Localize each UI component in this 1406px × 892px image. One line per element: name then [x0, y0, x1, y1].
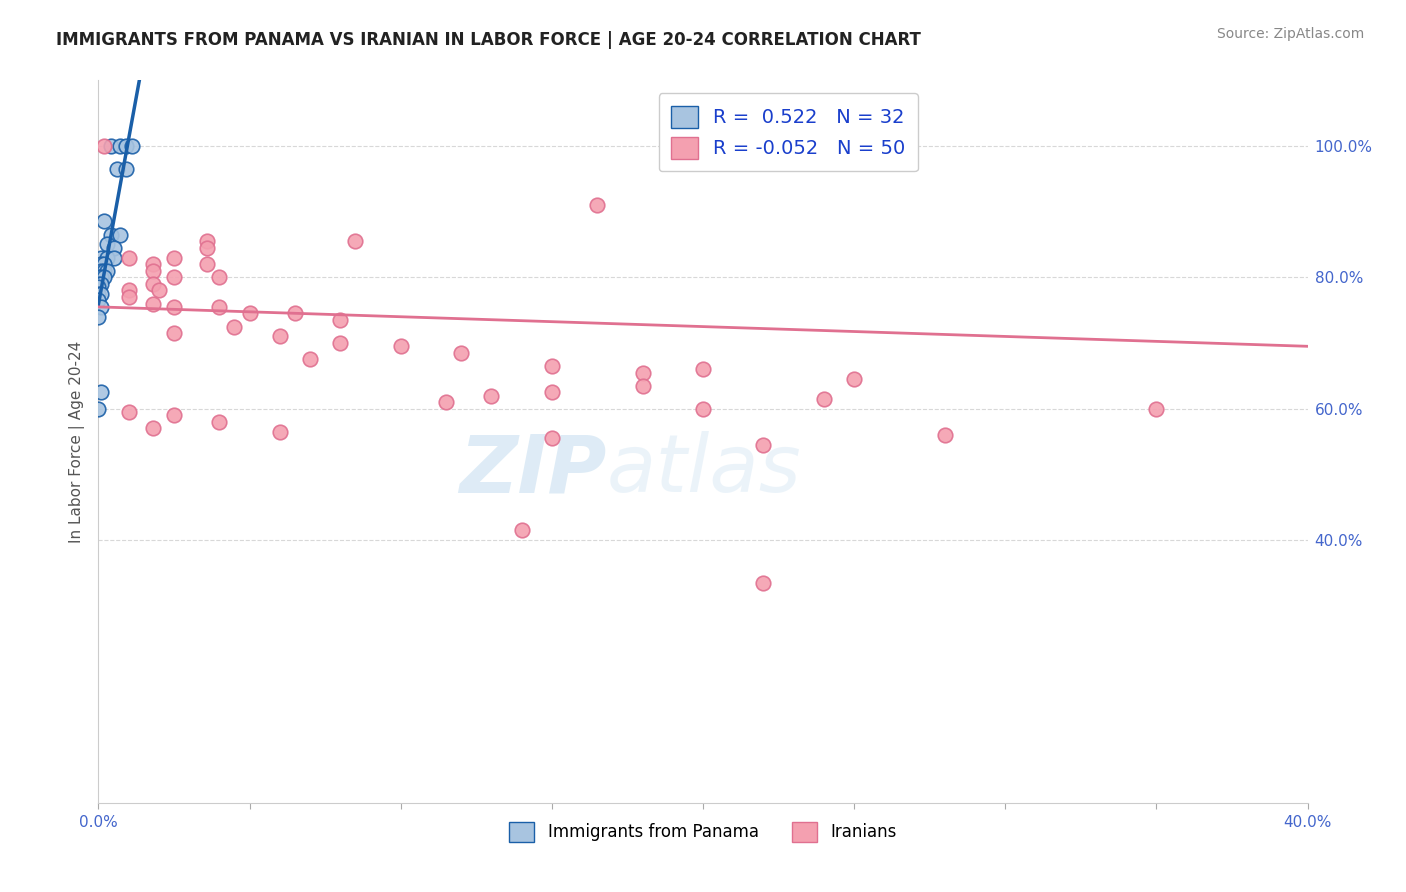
Point [142, 421, 165, 435]
Point [239, 306, 262, 320]
Point [90, 264, 112, 278]
Point [90, 385, 112, 400]
Text: ZIP: ZIP [458, 432, 606, 509]
Text: atlas: atlas [606, 432, 801, 509]
Point [631, 378, 654, 392]
Point [87, 310, 110, 324]
Point [90, 300, 112, 314]
Point [163, 270, 186, 285]
Point [93, 257, 115, 271]
Point [118, 405, 141, 419]
Point [96, 264, 118, 278]
Point [208, 300, 231, 314]
Point [90, 257, 112, 271]
Point [195, 241, 218, 255]
Point [208, 415, 231, 429]
Point [118, 290, 141, 304]
Point [284, 306, 307, 320]
Point [208, 270, 231, 285]
Point [90, 277, 112, 291]
Point [118, 284, 141, 298]
Point [87, 293, 110, 308]
Point [752, 575, 775, 590]
Point [269, 425, 291, 439]
Point [108, 139, 131, 153]
Point [344, 234, 367, 248]
Legend: Immigrants from Panama, Iranians: Immigrants from Panama, Iranians [503, 815, 903, 848]
Point [142, 277, 165, 291]
Point [90, 286, 112, 301]
Point [195, 257, 218, 271]
Point [329, 336, 352, 351]
Point [540, 385, 562, 400]
Point [586, 198, 609, 212]
Point [934, 428, 956, 442]
Point [692, 401, 714, 416]
Point [434, 395, 457, 409]
Point [540, 359, 562, 373]
Point [142, 257, 165, 271]
Point [103, 241, 125, 255]
Point [93, 214, 115, 228]
Point [96, 237, 118, 252]
Point [450, 346, 472, 360]
Point [96, 251, 118, 265]
Point [90, 270, 112, 285]
Point [631, 366, 654, 380]
Point [118, 251, 141, 265]
Point [93, 264, 115, 278]
Y-axis label: In Labor Force | Age 20-24: In Labor Force | Age 20-24 [69, 341, 84, 542]
Point [87, 277, 110, 291]
Point [87, 280, 110, 294]
Point [148, 284, 170, 298]
Text: Source: ZipAtlas.com: Source: ZipAtlas.com [1216, 27, 1364, 41]
Point [93, 139, 115, 153]
Point [813, 392, 835, 406]
Point [163, 251, 186, 265]
Point [163, 326, 186, 341]
Point [224, 319, 246, 334]
Point [93, 270, 115, 285]
Point [114, 139, 136, 153]
Point [269, 329, 291, 343]
Point [844, 372, 866, 386]
Point [100, 139, 122, 153]
Point [142, 296, 165, 310]
Point [1144, 401, 1167, 416]
Point [692, 362, 714, 376]
Point [103, 251, 125, 265]
Point [540, 431, 562, 445]
Point [87, 286, 110, 301]
Point [195, 234, 218, 248]
Point [87, 270, 110, 285]
Point [163, 300, 186, 314]
Point [299, 352, 322, 367]
Text: IMMIGRANTS FROM PANAMA VS IRANIAN IN LABOR FORCE | AGE 20-24 CORRELATION CHART: IMMIGRANTS FROM PANAMA VS IRANIAN IN LAB… [56, 31, 921, 49]
Point [510, 523, 533, 537]
Point [100, 227, 122, 242]
Point [114, 161, 136, 176]
Point [752, 438, 775, 452]
Point [90, 251, 112, 265]
Point [121, 139, 143, 153]
Point [329, 313, 352, 327]
Point [142, 264, 165, 278]
Point [87, 401, 110, 416]
Point [108, 227, 131, 242]
Point [389, 339, 412, 353]
Point [481, 388, 503, 402]
Point [163, 409, 186, 423]
Point [105, 161, 128, 176]
